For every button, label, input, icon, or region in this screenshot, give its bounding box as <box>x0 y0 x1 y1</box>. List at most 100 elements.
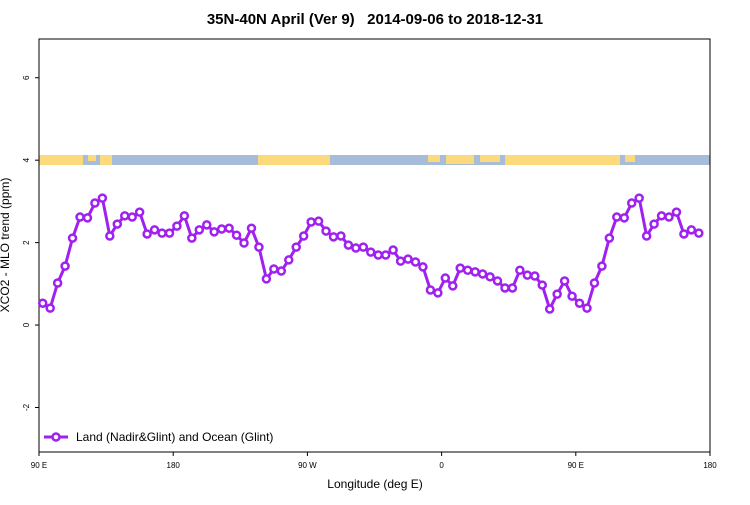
data-point <box>172 221 182 231</box>
data-point <box>239 238 249 248</box>
x-tick-label: 90 W <box>298 461 317 470</box>
data-point <box>366 247 376 257</box>
data-point <box>388 245 398 255</box>
data-point <box>403 254 413 264</box>
x-tick-label: 180 <box>703 461 717 470</box>
data-point <box>261 274 272 284</box>
data-point <box>216 224 227 234</box>
data-point <box>626 198 637 208</box>
data-point <box>656 211 667 221</box>
data-point <box>552 289 562 299</box>
data-point <box>306 217 316 227</box>
data-point <box>321 226 331 236</box>
data-point <box>142 229 152 239</box>
data-point <box>246 223 257 233</box>
x-tick-label: 180 <box>167 461 181 470</box>
data-point <box>619 213 630 223</box>
data-point <box>440 273 451 283</box>
data-point <box>269 264 279 274</box>
data-point <box>67 233 78 243</box>
data-point <box>231 230 242 240</box>
data-point <box>492 276 503 286</box>
legend-marker <box>51 432 61 442</box>
data-point <box>52 278 63 288</box>
data-point <box>291 242 301 252</box>
data-point <box>433 288 443 298</box>
data-point <box>194 225 205 235</box>
data-point <box>597 261 607 271</box>
data-point <box>75 212 85 222</box>
data-point <box>410 257 421 267</box>
plot-frame <box>38 38 711 453</box>
x-tick-label: 90 E <box>31 461 47 470</box>
data-point <box>358 242 369 252</box>
data-point <box>515 265 525 275</box>
data-point <box>45 303 55 313</box>
data-point <box>530 271 540 281</box>
y-tick-label: 0 <box>22 322 31 327</box>
data-point <box>254 242 264 252</box>
y-tick-label: 6 <box>22 75 31 80</box>
data-point <box>276 266 287 276</box>
data-point <box>90 198 100 208</box>
data-point <box>336 231 346 241</box>
data-point <box>313 216 324 226</box>
data-point <box>574 298 585 308</box>
data-point <box>559 276 570 286</box>
data-point <box>641 231 652 241</box>
data-point <box>522 270 533 280</box>
data-point <box>209 227 219 237</box>
data-point <box>119 211 130 221</box>
data-point <box>664 212 674 222</box>
data-point <box>604 233 615 243</box>
data-point <box>179 211 190 221</box>
data-point <box>686 225 697 235</box>
data-point <box>328 232 339 242</box>
data-point <box>164 228 175 238</box>
data-point <box>97 193 108 203</box>
y-tick-label: 4 <box>22 157 31 162</box>
data-point <box>694 228 704 238</box>
data-point <box>373 250 383 260</box>
data-point <box>380 250 391 260</box>
data-point <box>112 219 123 229</box>
data-point <box>462 265 473 275</box>
data-point <box>537 280 547 290</box>
data-point <box>149 225 160 235</box>
data-point <box>425 285 436 295</box>
data-point <box>157 228 167 238</box>
x-tick-label: 90 E <box>568 461 584 470</box>
data-point <box>500 283 510 293</box>
x-axis-label: Longitude (deg E) <box>327 477 422 491</box>
data-point <box>589 278 600 288</box>
data-point <box>448 281 458 291</box>
chart-title: 35N-40N April (Ver 9) 2014-09-06 to 2018… <box>207 11 543 28</box>
data-point <box>477 269 488 279</box>
data-point <box>418 262 428 272</box>
data-point <box>582 303 592 313</box>
data-point <box>671 207 682 217</box>
data-point <box>544 304 555 314</box>
data-point <box>37 298 48 308</box>
data-point <box>187 233 197 243</box>
data-point <box>351 243 361 253</box>
y-tick-label: -2 <box>22 403 31 411</box>
data-point <box>470 267 480 277</box>
y-tick-label: 2 <box>22 240 31 245</box>
data-point <box>224 223 234 233</box>
data-point <box>649 219 659 229</box>
data-point <box>134 207 145 217</box>
data-point <box>567 291 577 301</box>
data-point <box>202 220 212 230</box>
legend-label: Land (Nadir&Glint) and Ocean (Glint) <box>76 430 273 444</box>
data-point <box>485 272 495 282</box>
data-point <box>127 212 137 222</box>
y-axis-label: XCO2 - MLO trend (ppm) <box>0 178 12 313</box>
data-point <box>395 256 406 266</box>
data-point <box>507 283 518 293</box>
data-point <box>60 261 70 271</box>
data-point <box>679 229 689 239</box>
data-point <box>612 212 622 222</box>
data-point <box>105 231 115 241</box>
